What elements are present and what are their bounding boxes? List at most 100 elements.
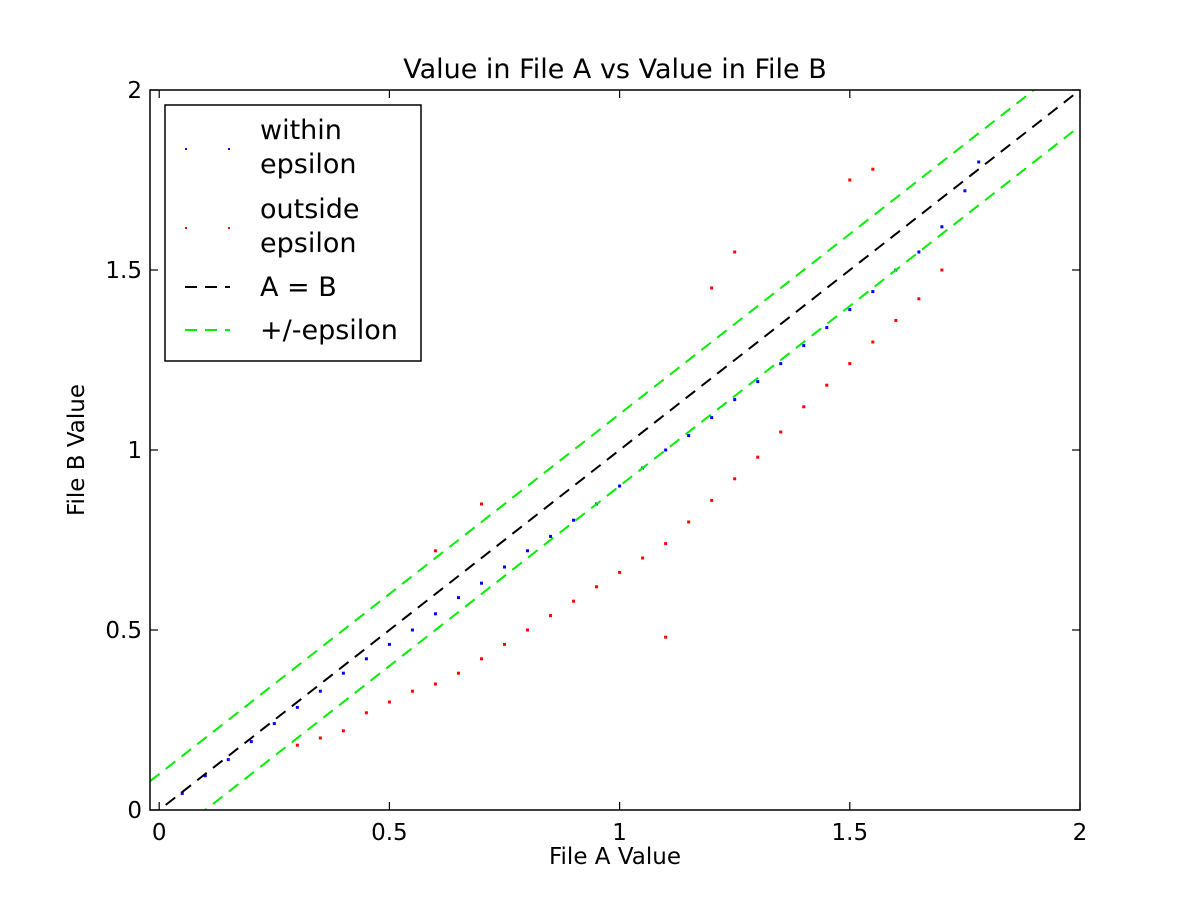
outside-point: [549, 614, 553, 618]
within-point: [940, 225, 944, 229]
x-tick-label: 1.5: [832, 820, 869, 846]
x-axis-label: File A Value: [549, 844, 681, 870]
within-point: [917, 250, 921, 254]
within-point: [779, 362, 783, 366]
outside-point: [479, 502, 483, 506]
legend: within epsilon outside epsilon A = B +/-…: [164, 104, 422, 362]
within-point: [433, 612, 437, 616]
y-tick-label: 0.5: [105, 618, 142, 644]
legend-label-within-line2: epsilon: [260, 149, 356, 180]
upper-epsilon-line: [150, 90, 1036, 782]
outside-point: [802, 405, 806, 409]
within-point: [756, 380, 760, 384]
outside-point: [687, 520, 691, 524]
legend-entry-outside: outside epsilon: [185, 194, 360, 259]
x-tick-label: 2: [1073, 820, 1088, 846]
outside-point: [894, 318, 898, 322]
outside-point: [456, 671, 460, 675]
outside-point: [618, 570, 622, 574]
legend-label-within-line1: within: [260, 115, 342, 146]
outside-point: [710, 286, 714, 290]
within-point: [549, 534, 553, 538]
outside-point: [733, 477, 737, 481]
within-point: [572, 518, 576, 522]
outside-point: [710, 498, 714, 502]
x-tick-label: 0.5: [371, 820, 408, 846]
outside-point: [825, 383, 829, 387]
legend-entry-epsilon: +/-epsilon: [185, 315, 398, 346]
within-point: [272, 722, 276, 726]
outside-point: [595, 585, 599, 589]
within-point: [364, 657, 368, 661]
within-point: [710, 416, 714, 420]
outside-point: [433, 682, 437, 686]
outside-point: [871, 167, 875, 171]
within-point: [249, 740, 253, 744]
legend-label-identity: A = B: [260, 272, 337, 303]
y-tick-label: 0: [127, 798, 142, 824]
plot-area: [150, 90, 1080, 810]
outside-point: [295, 743, 299, 747]
outside-point: [364, 711, 368, 715]
y-axis-label: File B Value: [64, 384, 90, 516]
within-point: [664, 448, 668, 452]
outside-point: [848, 362, 852, 366]
legend-marker-within: [185, 148, 187, 150]
x-axis-ticks: 0 0.5 1 1.5 2: [152, 90, 1087, 846]
outside-epsilon-points: [295, 167, 944, 747]
y-tick-label: 1.5: [105, 258, 142, 284]
legend-label-outside-line1: outside: [260, 194, 360, 225]
within-point: [825, 326, 829, 330]
outside-point: [779, 430, 783, 434]
outside-point: [572, 599, 576, 603]
legend-marker-outside: [185, 227, 187, 229]
within-point: [456, 596, 460, 600]
within-point: [387, 642, 391, 646]
outside-point: [871, 340, 875, 344]
x-tick-label: 0: [152, 820, 167, 846]
outside-point: [433, 549, 437, 553]
within-point: [848, 308, 852, 312]
within-point: [618, 484, 622, 488]
outside-point: [318, 736, 322, 740]
identity-line: [157, 90, 1080, 810]
within-point: [503, 565, 507, 569]
y-tick-label: 1: [127, 438, 142, 464]
legend-marker-within: [228, 148, 230, 150]
legend-marker-outside: [228, 227, 230, 229]
outside-point: [479, 657, 483, 661]
within-point: [733, 398, 737, 402]
lower-epsilon-line: [203, 125, 1080, 810]
within-point: [871, 290, 875, 294]
outside-point: [664, 542, 668, 546]
outside-point: [387, 700, 391, 704]
legend-label-epsilon: +/-epsilon: [260, 315, 398, 346]
y-axis-ticks: 0 0.5 1 1.5 2: [105, 78, 1080, 824]
outside-point: [848, 178, 852, 182]
within-point: [687, 434, 691, 438]
legend-entry-within: within epsilon: [185, 115, 356, 180]
legend-label-outside-line2: epsilon: [260, 228, 356, 259]
within-point: [341, 671, 345, 675]
y-tick-label: 2: [127, 78, 142, 104]
within-point: [802, 344, 806, 348]
within-point: [410, 628, 414, 632]
chart-title: Value in File A vs Value in File B: [403, 54, 827, 85]
outside-point: [756, 455, 760, 459]
legend-box: [164, 104, 422, 362]
outside-point: [526, 628, 530, 632]
outside-point: [503, 642, 507, 646]
within-point: [295, 705, 299, 709]
outside-point: [641, 556, 645, 560]
within-point: [180, 791, 184, 795]
outside-point: [917, 297, 921, 301]
within-point: [977, 160, 981, 164]
outside-point: [664, 635, 668, 639]
within-point: [203, 774, 207, 778]
within-point: [963, 189, 967, 193]
legend-entry-identity: A = B: [185, 272, 337, 303]
within-point: [479, 581, 483, 585]
outside-point: [410, 689, 414, 693]
within-point: [318, 689, 322, 693]
